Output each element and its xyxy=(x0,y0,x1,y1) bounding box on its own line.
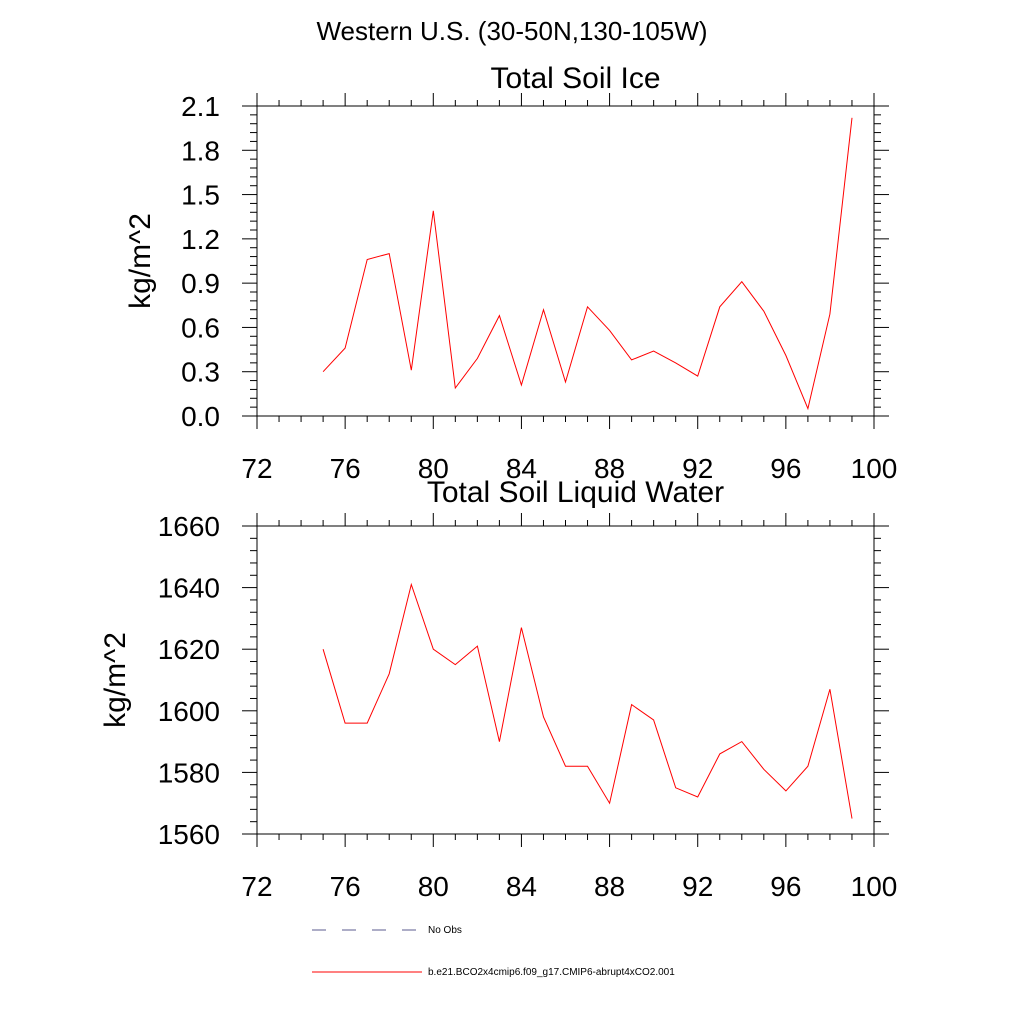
x-tick-label: 96 xyxy=(770,453,801,484)
y-tick-label: 1580 xyxy=(158,757,220,788)
plot-frame xyxy=(256,105,875,417)
x-tick-label: 76 xyxy=(330,871,361,902)
y-tick-label: 0.3 xyxy=(181,357,220,388)
chart-panel-1: Total Soil Ice 72 76 80 84 88 92 96 100 0.0 0.3 0.6… xyxy=(124,62,897,484)
x-tick-label: 76 xyxy=(330,453,361,484)
y-tick-label: 1620 xyxy=(158,634,220,665)
x-tick-label: 92 xyxy=(682,453,713,484)
series-line xyxy=(322,117,853,411)
y-tick-label: 1640 xyxy=(158,573,220,604)
y-tick-label: 1.8 xyxy=(181,135,220,166)
series-line xyxy=(322,582,853,819)
legend: No Obs b.e21.BCO2x4cmip6.f09_g17.CMIP6-ab… xyxy=(312,925,675,978)
chart-panel-2: Total Soil Liquid Water 72 76 80 84 88 92 96 100… xyxy=(99,476,897,902)
x-tick-label: 80 xyxy=(418,871,449,902)
plot-frame xyxy=(256,525,875,835)
y-tick-label: 2.1 xyxy=(181,91,220,122)
y-tick-label: 1.5 xyxy=(181,180,220,211)
legend-label: No Obs xyxy=(428,925,462,936)
y-tick-label: 1560 xyxy=(158,819,220,850)
x-tick-label: 100 xyxy=(851,453,898,484)
x-tick-label: 88 xyxy=(594,453,625,484)
chart-title: Total Soil Ice xyxy=(490,62,660,95)
y-tick-label: 1.2 xyxy=(181,224,220,255)
legend-label: b.e21.BCO2x4cmip6.f09_g17.CMIP6-abrupt4x… xyxy=(428,967,675,978)
y-tick-label: 1660 xyxy=(158,511,220,542)
x-tick-label: 84 xyxy=(506,871,537,902)
y-axis-label: kg/m^2 xyxy=(124,213,157,309)
x-tick-label: 92 xyxy=(682,871,713,902)
x-tick-label: 84 xyxy=(506,453,537,484)
chart-title: Total Soil Liquid Water xyxy=(427,476,724,509)
y-tick-label: 1600 xyxy=(158,696,220,727)
x-tick-label: 72 xyxy=(241,871,272,902)
y-tick-label: 0.9 xyxy=(181,268,220,299)
y-axis-label: kg/m^2 xyxy=(99,632,132,728)
y-tick-label: 0.0 xyxy=(181,401,220,432)
y-tick-label: 0.6 xyxy=(181,312,220,343)
x-tick-label: 80 xyxy=(418,453,449,484)
x-tick-label: 88 xyxy=(594,871,625,902)
x-tick-label: 96 xyxy=(770,871,801,902)
x-tick-label: 100 xyxy=(851,871,898,902)
x-tick-label: 72 xyxy=(241,453,272,484)
page-title: Western U.S. (30-50N,130-105W) xyxy=(316,16,708,46)
